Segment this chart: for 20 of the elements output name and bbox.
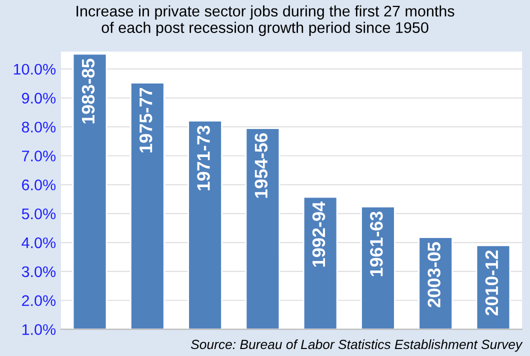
y-tick-label: 9.0% (22, 92, 56, 104)
y-tick-label: 2.0% (22, 295, 56, 306)
x-tick-label: 1992-94 (312, 202, 326, 267)
y-tick-label: 5.0% (22, 208, 56, 220)
y-tick-label: 1.0% (22, 324, 56, 335)
y-tick-label: 4.0% (22, 237, 56, 248)
y-tick-label: 8.0% (22, 122, 56, 133)
x-tick-label: 1954-56 (254, 133, 268, 198)
y-tick-label: 6.0% (22, 180, 56, 190)
x-tick-label: 1983-85 (82, 58, 95, 124)
y-tick-label: 3.0% (22, 266, 56, 278)
x-tick-label: 2003-05 (428, 242, 440, 308)
x-tick-label: 2010-12 (485, 250, 498, 316)
chart-title: Increase in private sector jobs during the first 27 months of each post recession growth period since 1950 (76, 5, 454, 36)
source-note: Source: Bureau of Labor Statistics Establishment Survey (190, 339, 523, 352)
x-tick-label: 1971-73 (197, 126, 210, 190)
y-tick-label: 7.0% (22, 150, 56, 162)
x-tick-label: 1975-77 (139, 88, 152, 152)
x-tick-label: 1961-63 (370, 212, 383, 276)
y-tick-label: 10.0% (14, 64, 56, 75)
